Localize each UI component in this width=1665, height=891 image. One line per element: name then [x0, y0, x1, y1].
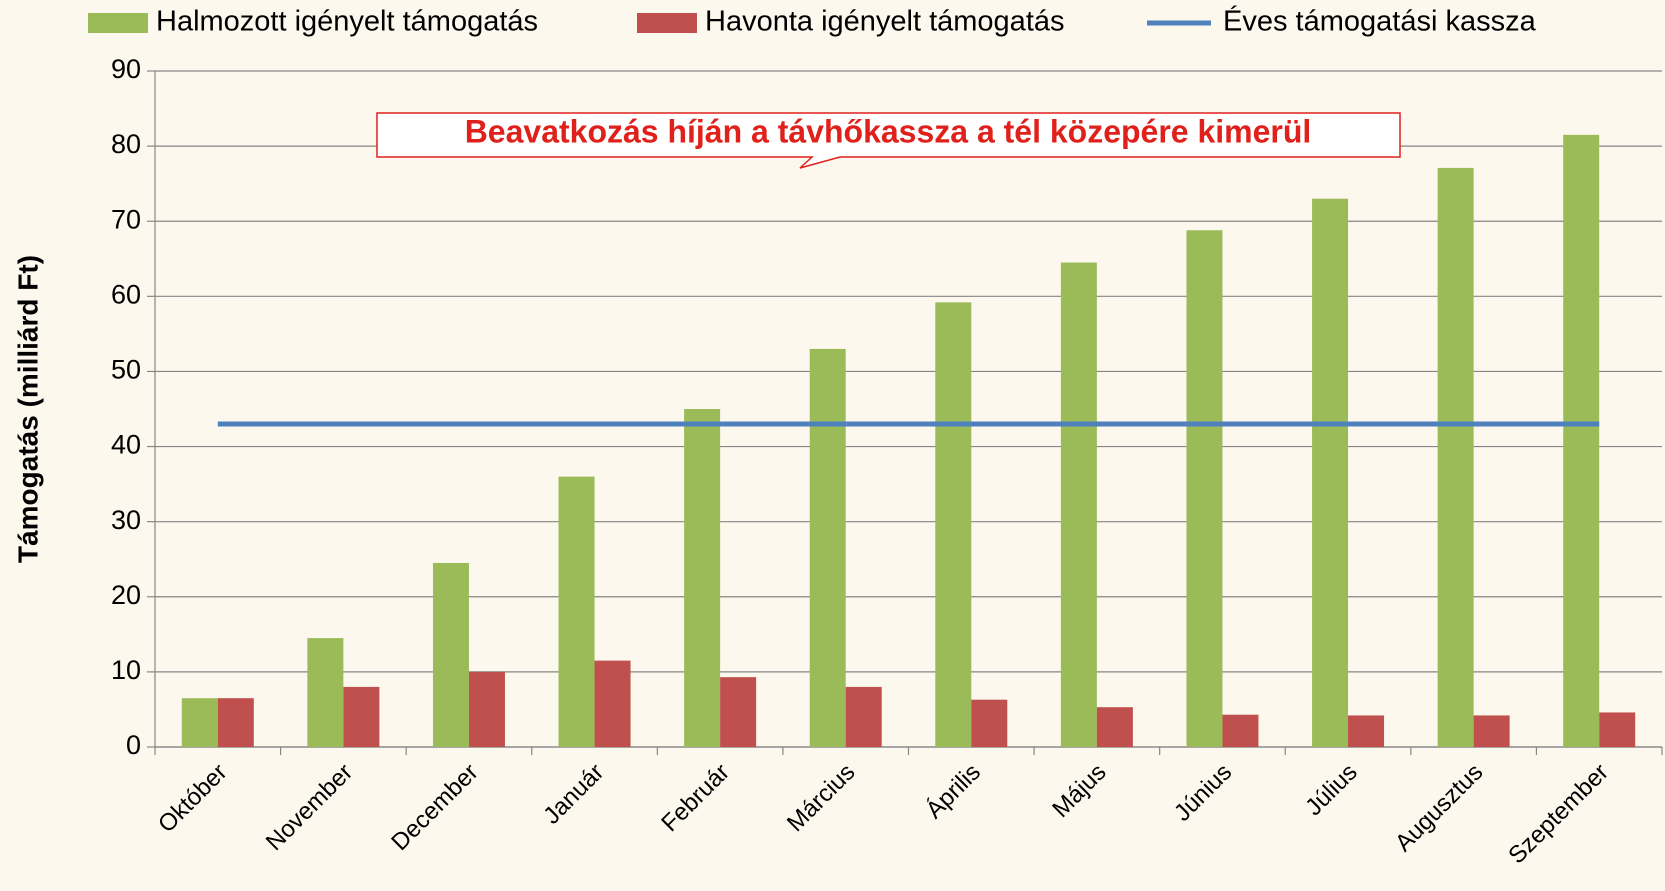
bar: [558, 476, 595, 747]
bar: [1599, 712, 1636, 747]
bar: [935, 302, 972, 747]
x-tick-label: Január: [538, 759, 609, 830]
y-tick-label: 0: [126, 730, 141, 760]
y-tick-label: 20: [111, 580, 141, 610]
annotation-box: [376, 112, 1401, 169]
annotation: Beavatkozás híján a távhőkassza a tél kö…: [465, 113, 1312, 149]
legend-swatch: [637, 13, 697, 33]
bar: [217, 698, 254, 747]
y-tick-label: 40: [111, 430, 141, 460]
bar: [468, 671, 505, 747]
bar: [1312, 198, 1349, 747]
bar: [1060, 262, 1097, 747]
y-axis-label: Támogatás (milliárd Ft): [12, 255, 43, 563]
bar: [971, 699, 1008, 747]
legend-label: Éves támogatási kassza: [1223, 5, 1537, 38]
y-tick-label: 30: [111, 505, 141, 535]
y-tick-label: 60: [111, 279, 141, 309]
bar: [1096, 707, 1133, 747]
legend-label: Halmozott igényelt támogatás: [156, 6, 538, 38]
bar: [181, 698, 218, 747]
bar: [1186, 230, 1223, 748]
bar: [845, 686, 882, 747]
x-tick-label: Április: [921, 759, 986, 824]
bar: [1437, 167, 1474, 748]
bar: [594, 660, 631, 747]
bar: [432, 562, 469, 747]
y-tick-label: 80: [111, 129, 141, 159]
x-tick-label: Június: [1169, 759, 1237, 827]
x-tick-label: December: [386, 759, 483, 856]
x-tick-label: Március: [782, 759, 860, 837]
x-tick-label: Július: [1300, 759, 1362, 821]
bar: [809, 348, 846, 747]
bar: [1473, 715, 1510, 747]
x-tick-label: Augusztus: [1390, 759, 1488, 857]
y-tick-label: 50: [111, 355, 141, 385]
bar: [307, 638, 344, 747]
legend-label: Havonta igényelt támogatás: [705, 6, 1065, 38]
bar: [343, 686, 380, 747]
bar: [1222, 714, 1259, 747]
x-tick-label: November: [261, 759, 358, 856]
y-tick-label: 10: [111, 655, 141, 685]
bar: [720, 677, 757, 747]
y-tick-label: 90: [111, 54, 141, 84]
bar: [1348, 715, 1385, 747]
x-tick-label: Február: [656, 759, 735, 838]
bar: [1563, 134, 1600, 747]
y-tick-label: 70: [111, 204, 141, 234]
legend-swatch: [88, 13, 148, 33]
bar: [684, 409, 721, 747]
x-tick-label: Október: [153, 759, 232, 838]
x-tick-label: Szeptember: [1503, 759, 1614, 870]
x-tick-label: Május: [1047, 759, 1111, 823]
